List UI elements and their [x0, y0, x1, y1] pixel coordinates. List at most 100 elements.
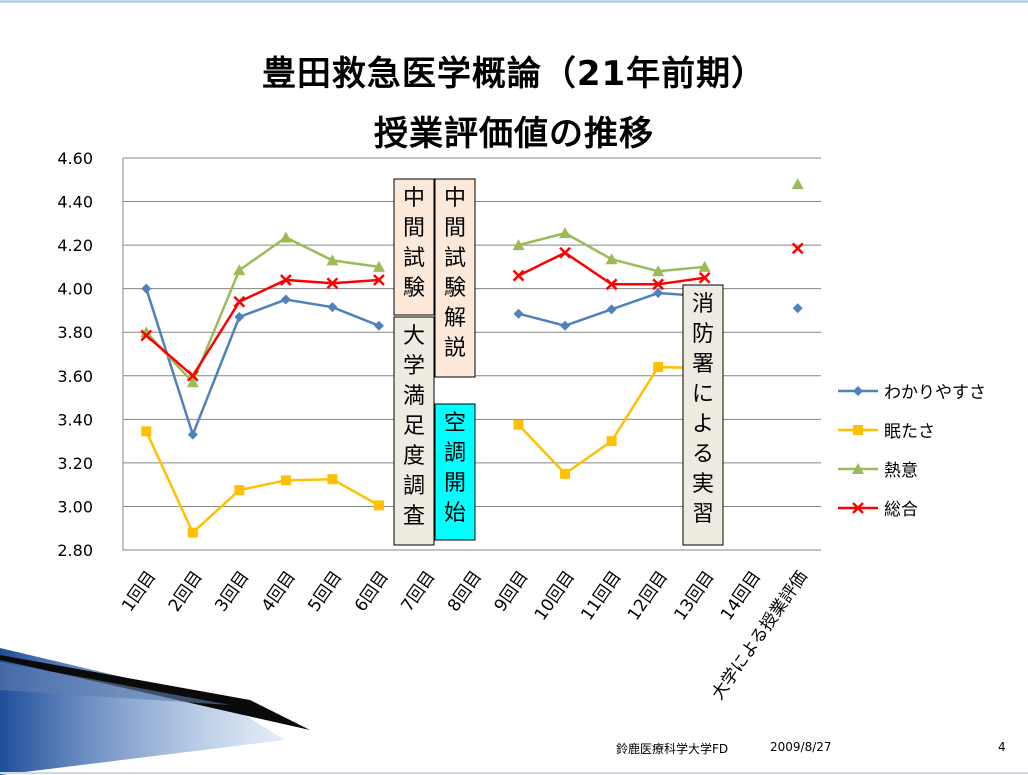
annotation-char: 験 [403, 276, 425, 301]
data-point [605, 253, 618, 265]
annotation-char: 習 [692, 502, 714, 527]
data-point [791, 178, 804, 190]
annotation-char: 中 [444, 186, 466, 211]
data-point [234, 311, 245, 322]
data-point [560, 320, 571, 331]
data-point [327, 302, 338, 313]
x-tick-label: 13回目 [670, 567, 718, 624]
legend-label: わかりやすさ [884, 383, 986, 403]
footer-date: 2009/8/27 [770, 740, 832, 754]
legend-entry: わかりやすさ [838, 383, 986, 403]
data-point [327, 474, 338, 485]
corner-decoration-light [0, 662, 230, 705]
annotation-char: 査 [403, 504, 425, 529]
legend-label: 熱意 [884, 461, 918, 481]
annotation-char: 説 [444, 336, 466, 361]
legend-entry: 眠たさ [838, 422, 935, 442]
data-point [373, 274, 385, 286]
data-point [233, 264, 246, 276]
data-point [606, 304, 617, 315]
annotation-char: 足 [403, 414, 425, 439]
data-point-stroke [140, 329, 153, 342]
y-tick-label: 3.00 [57, 497, 93, 516]
annotation-char: 消 [692, 292, 714, 317]
data-point [186, 376, 199, 388]
y-tick-label: 3.60 [57, 367, 93, 386]
footer-organization: 鈴鹿医療科学大学FD [616, 742, 729, 756]
series-square [141, 362, 710, 538]
y-tick-label: 4.40 [57, 193, 93, 212]
data-point [853, 386, 863, 396]
data-point [280, 475, 291, 486]
data-point [698, 271, 711, 284]
x-tick-label: 6回目 [351, 567, 393, 615]
annotation-char: 解 [444, 306, 466, 331]
data-point-stroke [605, 278, 618, 291]
legend-label: 総合 [884, 500, 918, 520]
annotation-char: 防 [692, 322, 714, 347]
data-point [652, 278, 665, 291]
data-point [852, 502, 864, 514]
data-point [372, 260, 385, 272]
data-point [373, 500, 384, 511]
data-point-stroke [233, 295, 246, 308]
legend-entry: 総合 [838, 500, 918, 520]
x-tick-label: 11回目 [577, 567, 625, 624]
data-point [187, 527, 198, 538]
annotation-char: 間 [444, 216, 466, 241]
x-tick-label: 10回目 [531, 567, 579, 624]
annotation-char: 満 [403, 384, 425, 409]
data-point-stroke [279, 274, 292, 286]
data-point [279, 231, 292, 243]
annotation-char: 中 [403, 186, 425, 211]
data-point [141, 426, 152, 437]
series-triangle [140, 178, 804, 388]
page-number: 4 [998, 740, 1006, 754]
data-point [512, 239, 525, 251]
data-point [140, 326, 153, 338]
slide-title-line2: 授業評価値の推移 [374, 114, 654, 154]
data-point [513, 419, 524, 430]
data-point [513, 308, 524, 319]
data-point [186, 369, 199, 382]
annotation-char: に [692, 382, 714, 407]
data-point [279, 274, 292, 286]
x-tick-label: 4回目 [258, 567, 300, 615]
data-point [326, 254, 339, 266]
annotation-char: 大 [403, 324, 425, 349]
data-point [791, 242, 804, 255]
series-line [145, 430, 380, 535]
x-tick-label: 5回目 [304, 567, 346, 615]
x-tick-label: 12回目 [624, 567, 672, 624]
series-line [145, 236, 380, 385]
x-tick-label: 2回目 [165, 567, 207, 615]
data-point [280, 294, 291, 305]
slide-title-line1: 豊田救急医学概論（21年前期） [261, 54, 767, 94]
data-point [187, 429, 198, 440]
y-tick-label: 3.20 [57, 454, 93, 473]
annotation-char: 開 [444, 471, 466, 496]
x-tick-label: 14回目 [717, 567, 765, 624]
data-point [792, 303, 803, 314]
x-tick-label: 3回目 [211, 567, 253, 615]
annotation-char: る [692, 442, 714, 467]
data-point [606, 436, 617, 447]
x-tick-label: 8回目 [444, 567, 486, 615]
data-point-stroke [373, 274, 385, 286]
x-tick-label: 1回目 [118, 567, 160, 615]
data-point [653, 288, 664, 299]
annotation-char: よ [692, 412, 714, 437]
annotation-char: 実 [692, 472, 714, 497]
y-axis-ticks: 4.60 4.40 4.20 4.00 3.80 3.60 3.40 3.20 3.00 2.80 [57, 149, 93, 560]
data-point [698, 260, 711, 272]
data-point [140, 329, 153, 342]
annotation-background [393, 178, 435, 316]
